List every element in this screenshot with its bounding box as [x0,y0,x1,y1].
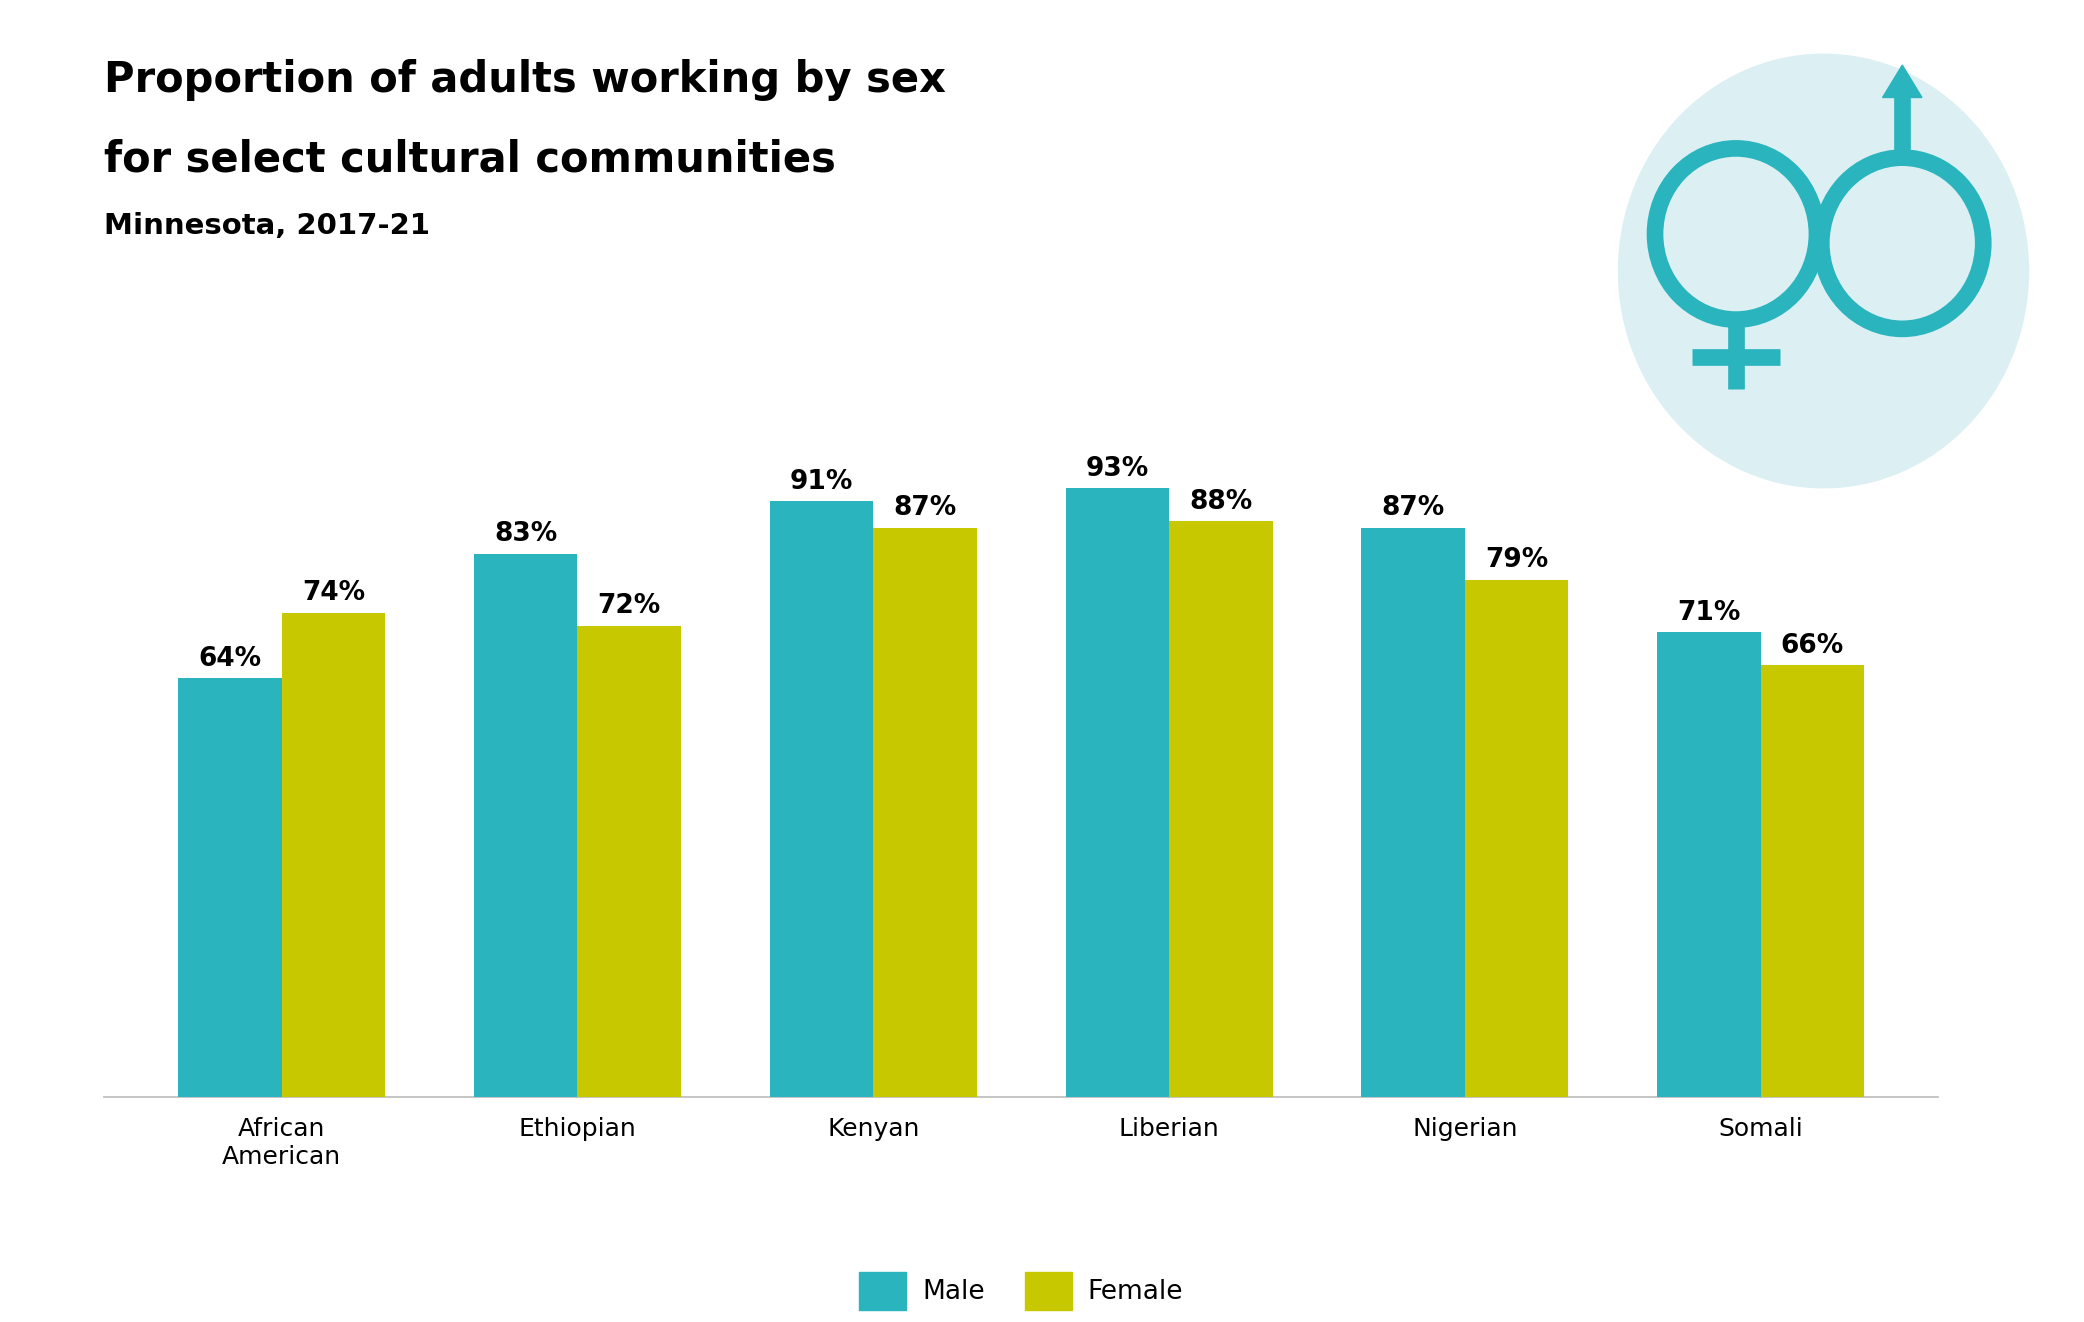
Text: for select cultural communities: for select cultural communities [104,139,836,181]
Bar [1169,521,1273,1097]
Text: 79%: 79% [1486,547,1548,574]
Bar [873,527,977,1097]
Text: 72%: 72% [598,594,661,619]
Polygon shape [1882,65,1921,98]
Bar [177,678,281,1097]
Bar [577,625,681,1097]
Bar [1465,580,1569,1097]
Bar [1657,632,1761,1097]
Bar [769,501,873,1097]
Text: Minnesota, 2017-21: Minnesota, 2017-21 [104,212,429,239]
Circle shape [1617,53,2030,488]
Text: 71%: 71% [1678,600,1740,625]
Text: 93%: 93% [1086,456,1148,481]
Text: 66%: 66% [1782,633,1844,658]
Legend: Male, Female: Male, Female [848,1261,1194,1321]
Bar [1761,665,1865,1097]
Text: 64%: 64% [198,645,260,672]
Bar [1065,488,1169,1097]
Text: 88%: 88% [1190,489,1252,514]
Text: 91%: 91% [790,469,852,494]
Bar [1361,527,1465,1097]
Text: 74%: 74% [302,580,365,607]
Text: 87%: 87% [894,496,957,521]
Text: Proportion of adults working by sex: Proportion of adults working by sex [104,59,946,102]
Bar [473,554,577,1097]
Text: 83%: 83% [494,521,556,547]
Text: 87%: 87% [1382,496,1444,521]
Bar [281,613,386,1097]
